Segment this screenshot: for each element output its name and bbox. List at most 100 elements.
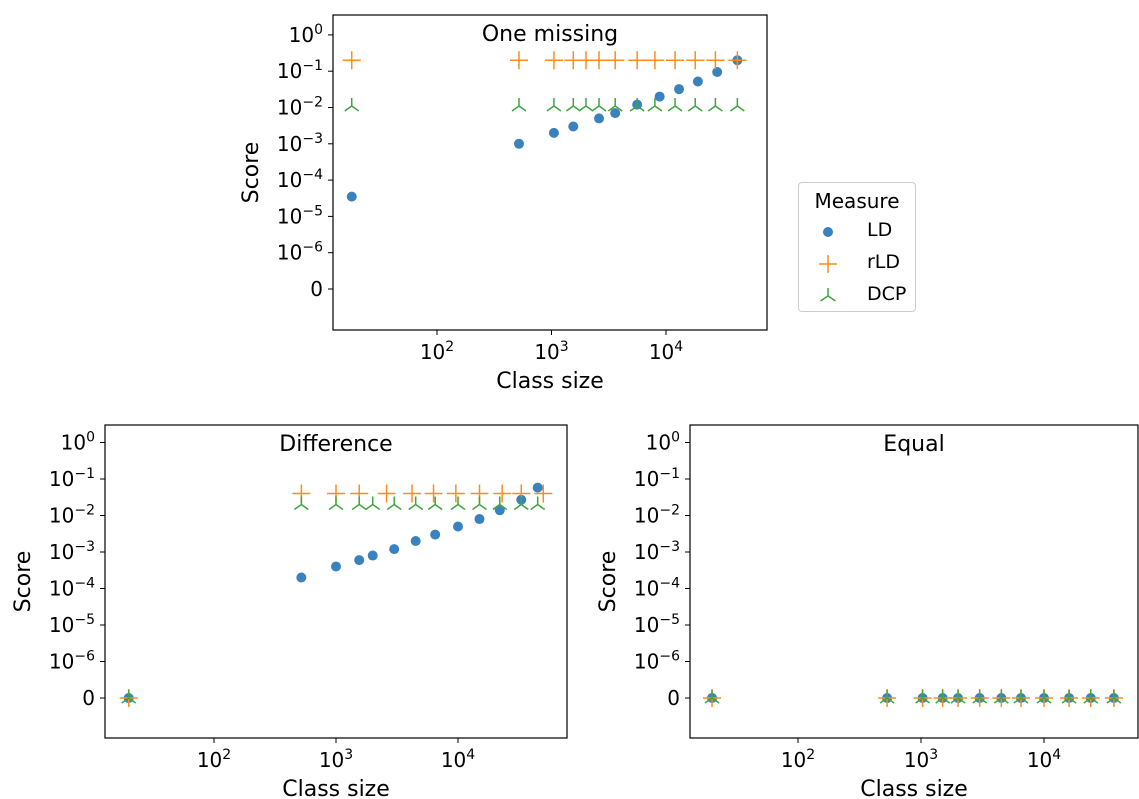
y-axis-label: Score [11,551,36,613]
y-tick-label: 10−2 [49,503,95,528]
dcp-point [530,496,546,511]
dcp-point [293,496,309,511]
x-tick-label: 103 [904,747,938,772]
y-tick-label: 10−6 [634,649,680,674]
y-tick-label: 0 [667,686,680,710]
ld-point [532,482,543,493]
dcp-point [450,496,466,511]
dcp-point [591,97,607,112]
rld-point [728,51,747,70]
dcp-point [386,496,402,511]
dcp-point [993,690,1009,704]
x-tick-label: 104 [441,747,475,772]
dcp-point [707,97,723,112]
ld-point [548,127,559,138]
y-tick-label: 10−4 [634,576,680,601]
y-tick-label: 10−2 [277,95,323,120]
dcp-point [1106,690,1122,704]
legend-title: Measure [814,189,900,213]
ld-point [594,113,605,124]
ld-point [354,555,365,566]
rld-point [509,51,528,70]
dcp-point [667,97,683,112]
rld-point [544,51,563,70]
ld-point [654,91,665,102]
y-tick-label: 10−3 [49,539,95,564]
rld-point [628,51,647,70]
legend-label: LD [867,219,893,241]
ld-point [331,561,341,572]
panel-title: One missing [482,22,618,47]
ld-point [610,108,621,119]
plus-marker-icon [819,255,837,273]
dcp-point [578,97,594,112]
plot-frame [689,424,1139,739]
y-tick-label: 10−1 [49,466,95,491]
y-tick-label: 10−3 [634,539,680,564]
ld-point [410,536,421,547]
rld-point [706,51,725,70]
dcp-point [607,97,623,112]
dcp-point [629,97,645,112]
rld-point [645,51,664,70]
y-tick-label: 100 [646,430,680,455]
ld-point [346,191,357,202]
legend-item-ld: LD [799,217,915,247]
rld-point [446,484,465,503]
dcp-point [1036,690,1052,704]
y-tick-label: 0 [82,686,95,710]
dcp-point [344,97,360,112]
y-tick-label: 100 [61,430,95,455]
dcp-point [950,690,966,704]
dcp-point [915,690,931,704]
ld-point [296,572,307,583]
ld-point [494,505,505,516]
dcp-point [511,97,527,112]
ld-point [568,121,579,132]
ld-point [513,138,524,149]
panel-title: Difference [279,432,392,457]
legend-label: rLD [867,251,901,273]
dcp-point [546,97,562,112]
x-tick-label: 102 [197,747,231,772]
dcp-point [472,496,487,511]
ld-point [712,67,723,78]
series-rld [703,689,1123,707]
y-tick-label: 0 [310,277,323,301]
x-axis-label: Class size [282,777,390,799]
rld-point [424,484,443,503]
dcp-point [427,496,443,511]
dcp-point [647,97,663,112]
dcp-point [492,496,508,511]
y-tick-label: 10−2 [634,503,680,528]
plot-frame [104,424,568,739]
x-tick-label: 103 [319,747,353,772]
y-tick-label: 10−4 [49,576,95,601]
y-tick-label: 10−4 [277,167,323,192]
x-tick-label: 104 [1027,747,1061,772]
rld-point [493,484,512,503]
panel-one-missing: One missing 0 10−6 10−5 10−4 10−3 10−2 10−1 100 1… [239,14,768,394]
y-tick-label: 10−1 [634,466,680,491]
dcp-point [408,496,424,511]
ld-point [474,514,485,525]
ld-point [430,529,441,540]
plot-frame [332,14,768,331]
series-ld [707,693,1119,703]
series-ld [346,55,743,202]
rld-point [534,484,553,503]
dcp-point [972,690,988,704]
y-tick-label: 10−1 [277,58,323,83]
rld-point [686,51,705,70]
panel-equal: Equal 0 10−6 10−5 10−4 10−3 10−2 10−1 100 102 103 1… [596,424,1139,799]
x-axis-label: Class size [860,777,968,799]
rld-point [606,51,625,70]
dcp-point [879,690,895,704]
series-dcp [121,496,546,704]
dcp-point [351,496,367,511]
dcp-point [1083,690,1099,704]
dcp-point [513,496,529,511]
y-tick-label: 10−6 [277,240,323,265]
dcp-point [935,690,951,704]
x-tick-label: 102 [420,339,454,364]
